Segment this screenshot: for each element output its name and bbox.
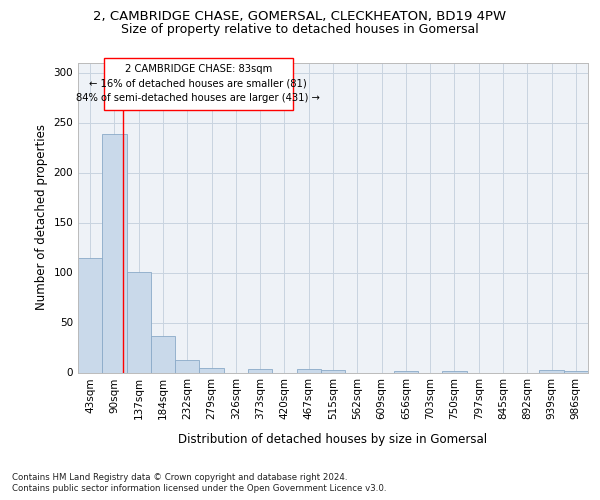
Text: Contains HM Land Registry data © Crown copyright and database right 2024.: Contains HM Land Registry data © Crown c… — [12, 472, 347, 482]
Bar — [539, 370, 564, 372]
Text: Size of property relative to detached houses in Gomersal: Size of property relative to detached ho… — [121, 22, 479, 36]
Bar — [321, 370, 345, 372]
Bar — [102, 134, 127, 372]
Y-axis label: Number of detached properties: Number of detached properties — [35, 124, 48, 310]
Bar — [248, 368, 272, 372]
Text: Distribution of detached houses by size in Gomersal: Distribution of detached houses by size … — [178, 432, 488, 446]
Bar — [175, 360, 199, 372]
Bar — [442, 370, 467, 372]
Bar — [78, 258, 102, 372]
Text: 2 CAMBRIDGE CHASE: 83sqm
← 16% of detached houses are smaller (81)
84% of semi-d: 2 CAMBRIDGE CHASE: 83sqm ← 16% of detach… — [76, 64, 320, 104]
Bar — [127, 272, 151, 372]
FancyBboxPatch shape — [104, 58, 293, 110]
Bar — [296, 368, 321, 372]
Bar — [564, 370, 588, 372]
Text: 2, CAMBRIDGE CHASE, GOMERSAL, CLECKHEATON, BD19 4PW: 2, CAMBRIDGE CHASE, GOMERSAL, CLECKHEATO… — [94, 10, 506, 23]
Text: Contains public sector information licensed under the Open Government Licence v3: Contains public sector information licen… — [12, 484, 386, 493]
Bar — [151, 336, 175, 372]
Bar — [199, 368, 224, 372]
Bar — [394, 370, 418, 372]
